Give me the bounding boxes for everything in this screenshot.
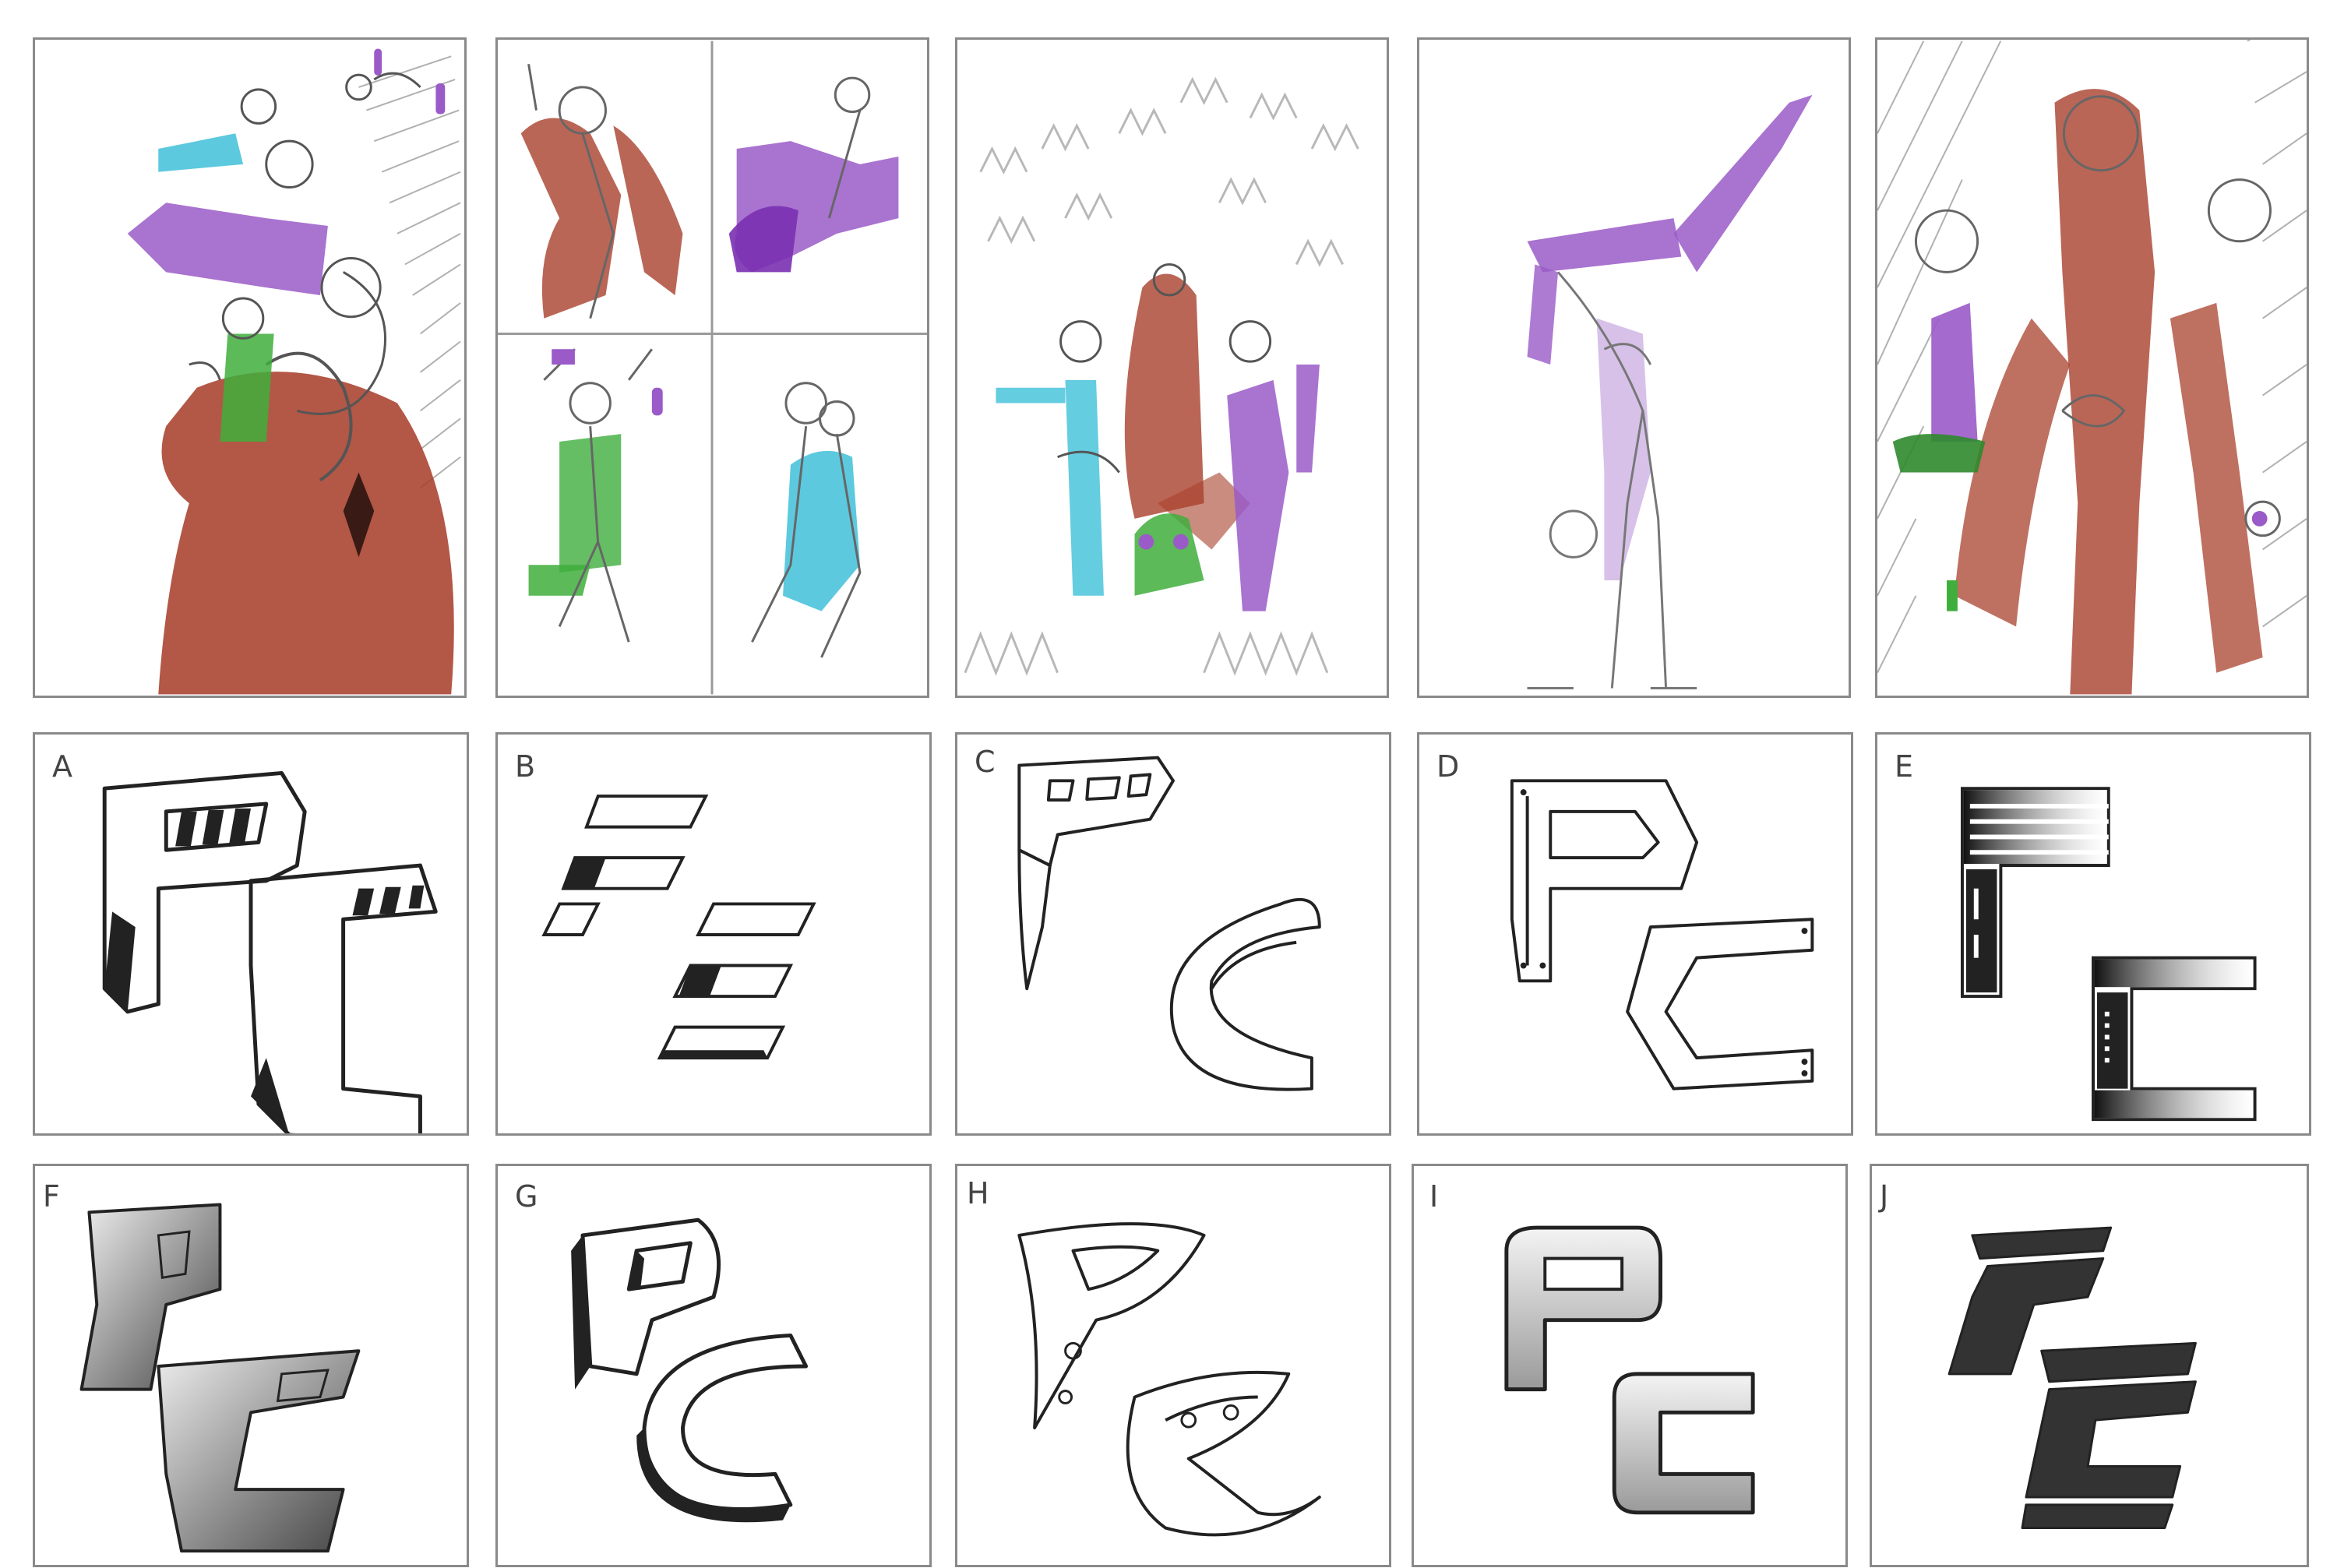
logo-label-c: C [975,745,996,779]
logo-label-e: E [1895,749,1914,784]
thumbnail-sketch-d [1527,94,1813,690]
logo-label-b: B [515,749,536,784]
pc-logo-sketch-j [1948,1226,2197,1530]
logo-panel-c: C [955,732,1391,1136]
logo-label-a: A [52,749,72,784]
thumbnail-sketch-e [1877,40,2307,695]
thumbnail-panel-e: E [1875,37,2309,698]
pc-logo-sketch-a [102,770,438,1133]
logo-label-h: H [967,1176,989,1210]
logo-panel-g: G [495,1164,932,1567]
logo-label-i: I [1429,1179,1439,1214]
pc-logo-sketch-c [1017,756,1321,1091]
pc-logo-sketch-d [1510,779,1814,1091]
pc-logo-sketch-f [79,1203,361,1553]
logo-label-j: J [1880,1179,1889,1214]
thumbnail-panel-c: C [955,37,1389,698]
thumbnail-sketch-a [127,48,461,695]
logo-label-g: G [515,1179,538,1214]
thumbnail-sketch-c [964,76,1359,676]
thumbnail-panel-a: A [33,37,467,698]
logo-panel-b: B [495,732,932,1136]
logo-panel-j: J [1870,1164,2309,1567]
thumbnail-sketch-b [498,41,927,695]
pc-logo-sketch-e [1960,787,2257,1122]
logo-panel-a: A [33,732,469,1136]
pc-logo-sketch-g [571,1217,809,1523]
logo-panel-e: E [1875,732,2311,1136]
logo-panel-h: H [955,1164,1391,1567]
pc-logo-sketch-h [1017,1222,1321,1537]
logo-panel-f: F [33,1164,469,1567]
logo-label-d: D [1436,749,1460,784]
logo-label-f: F [43,1179,60,1214]
logo-panel-d: D [1417,732,1853,1136]
pc-logo-sketch-i [1504,1225,1755,1515]
thumbnail-panel-d: D [1417,37,1851,698]
pc-logo-sketch-b [541,795,816,1060]
logo-panel-i: I [1412,1164,1848,1567]
thumbnail-panel-b: B [495,37,929,698]
